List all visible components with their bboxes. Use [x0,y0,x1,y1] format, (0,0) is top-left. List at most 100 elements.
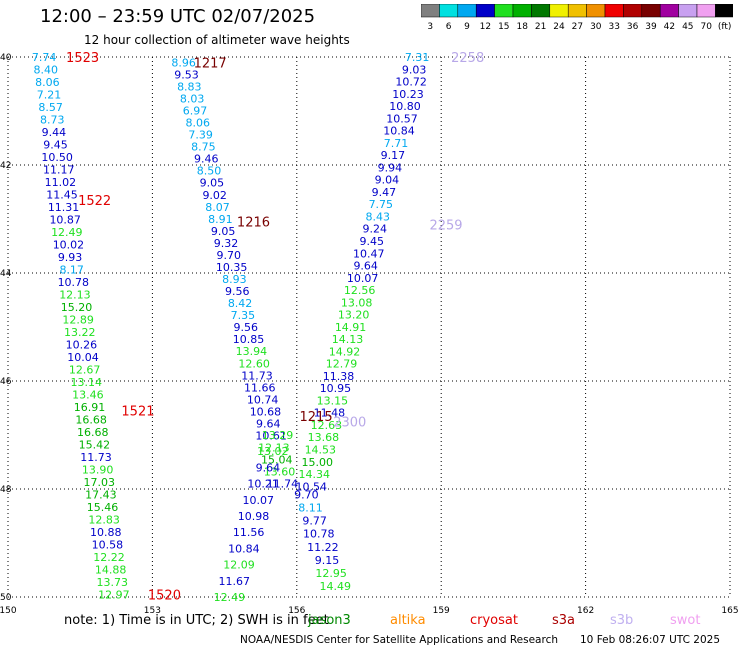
wave-height-value: 9.46 [194,153,219,166]
wave-height-value: 15.42 [79,438,111,451]
color-scale-label: 21 [535,22,546,32]
wave-height-value: 12.09 [223,559,255,572]
wave-height-value: 13.46 [72,388,104,401]
legend-item-swot: swot [670,613,701,628]
wave-height-value: 16.68 [77,426,109,439]
color-scale-label: 39 [645,22,657,32]
wave-height-value: 10.72 [395,76,427,89]
wave-height-value: 14.91 [335,321,367,334]
wave-height-value: 9.45 [43,138,68,151]
color-scale-label: 3 [427,22,433,32]
wave-height-value: 13.68 [308,431,340,444]
wave-height-value: 13.29 [262,429,294,442]
x-tick-label: 162 [577,606,594,616]
wave-height-value: 11.31 [48,201,80,214]
wave-height-value: 8.17 [59,263,84,276]
wave-height-value: 15.00 [302,456,334,469]
wave-height-value: 13.22 [64,326,96,339]
color-scale-label: 70 [700,22,712,32]
pass-time-label: 2300 [333,416,366,431]
wave-height-value: 9.44 [42,126,67,139]
wave-height-value: 11.56 [233,526,265,539]
color-scale-label: 15 [498,22,509,32]
wave-height-value: 9.03 [402,63,427,76]
wave-height-value: 13.14 [71,376,103,389]
wave-height-value: 7.31 [405,51,430,64]
wave-height-value: 9.77 [302,515,327,528]
color-swatch [715,4,733,18]
wave-height-value: 8.83 [177,80,202,93]
pass-time-label: 1520 [148,588,181,603]
legend-item-altika: altika [390,613,426,628]
wave-height-value: 15.46 [87,501,119,514]
wave-height-value: 10.68 [250,405,282,418]
wave-height-value: 13.15 [317,394,349,407]
wave-height-value: 12.83 [88,513,120,526]
wave-height-value: 10.35 [216,261,248,274]
color-scale-label: 45 [682,22,693,32]
wave-height-value: 7.21 [37,88,62,101]
wave-height-value: 8.57 [38,101,63,114]
legend-item-cryosat: cryosat [470,613,518,628]
color-scale-label: 9 [464,22,470,32]
wave-height-value: 11.73 [241,369,273,382]
x-tick-label: 153 [144,606,161,616]
wave-height-value: 11.22 [307,541,339,554]
wave-height-value: 9.24 [363,223,388,236]
wave-height-value: 8.91 [208,213,233,226]
wave-height-value: 10.04 [67,351,99,364]
wave-height-value: 9.45 [360,235,385,248]
wave-height-value: 9.70 [217,249,242,262]
wave-height-value: 7.71 [384,137,409,150]
wave-height-value: 10.88 [90,526,122,539]
wave-height-value: 14.92 [329,345,361,358]
wave-height-value: 10.50 [41,151,73,164]
wave-height-value: 9.56 [233,321,258,334]
wave-height-value: 7.35 [231,309,256,322]
wave-height-value: 9.05 [211,225,236,238]
wave-height-value: 10.58 [92,538,124,551]
wave-height-value: 14.88 [95,563,127,576]
wave-height-value: 8.07 [205,201,230,214]
wave-height-value: 10.80 [389,100,421,113]
wave-height-value: 15.04 [261,454,293,467]
pass-time-label: 2258 [451,51,484,66]
wave-height-value: 16.68 [75,413,107,426]
wave-height-value: 11.73 [80,451,112,464]
legend-item-s3b: s3b [610,613,634,628]
wave-height-value: 10.02 [53,238,85,251]
wave-height-value: 8.93 [222,273,247,286]
wave-height-value: 9.70 [294,488,319,501]
wave-height-value: 16.91 [74,401,106,414]
wave-height-value: 13.73 [97,576,129,589]
color-scale-label: 42 [664,22,675,32]
wave-height-value: 10.54 [295,480,327,493]
wave-height-value: 9.56 [225,285,250,298]
credit-text: NOAA/NESDIS Center for Satellite Applica… [240,634,558,646]
wave-height-value: 11.66 [244,381,276,394]
y-tick-label: 40 [0,53,12,63]
wave-height-value: 9.64 [256,417,281,430]
wave-height-value: 11.67 [218,575,250,588]
wave-height-value: 12.60 [238,357,270,370]
wave-height-value: 11.17 [43,163,75,176]
wave-height-value: 7.39 [188,129,213,142]
wave-height-value: 10.84 [383,125,415,138]
chart-subtitle: 12 hour collection of altimeter wave hei… [84,33,350,47]
x-tick-label: 165 [721,606,738,616]
pass-time-label: 1521 [121,405,154,420]
wave-height-value: 8.43 [366,210,391,223]
wave-height-value: 14.53 [305,444,337,457]
wave-height-value: 10.21 [247,478,279,491]
pass-time-label: 2259 [429,218,462,233]
wave-height-value: 13.08 [341,296,373,309]
satellite-pass: 7.748.408.067.218.578.739.449.4510.5011.… [32,51,130,601]
wave-height-value: 9.93 [58,251,83,264]
pass-time-label: 1523 [66,51,99,66]
wave-height-value: 8.73 [40,113,65,126]
wave-height-value: 8.06 [35,76,60,89]
wave-height-value: 10.07 [243,494,275,507]
y-tick-label: 50 [0,593,12,603]
legend-item-jason3: jason3 [308,613,351,628]
